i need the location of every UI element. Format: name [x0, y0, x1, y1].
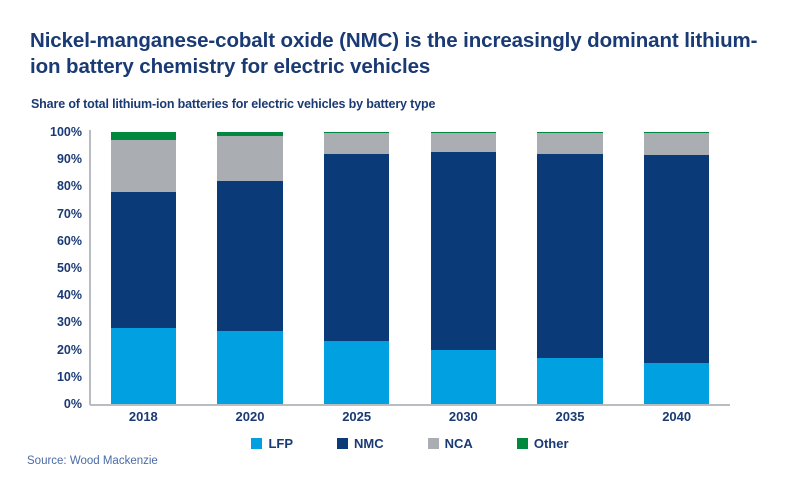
- bar-group-2030: [430, 132, 497, 404]
- chart-legend: LFP NMC NCA Other: [90, 432, 730, 454]
- legend-label: LFP: [268, 435, 294, 451]
- stacked-bar: [643, 132, 710, 404]
- bar-segment-nca-2040[interactable]: [643, 133, 710, 156]
- y-axis-tick-90pct: 90%: [56, 152, 82, 167]
- source-note: Source: Wood Mackenzie: [27, 455, 158, 467]
- y-axis-tick-100pct: 100%: [50, 125, 82, 139]
- y-axis-line: [89, 130, 91, 405]
- bar-segment-nca-2035[interactable]: [537, 133, 603, 154]
- bar-group-2040: [643, 132, 710, 404]
- bar-group-2018: [110, 132, 177, 404]
- bar-segment-other-2018[interactable]: [110, 132, 177, 141]
- bar-segment-other-2040[interactable]: [643, 132, 710, 134]
- x-axis-tick-2025: 2025: [342, 409, 372, 424]
- legend-swatch-nca-icon: [427, 437, 439, 449]
- y-axis-tick-70pct: 70%: [56, 206, 82, 221]
- bar-segment-lfp-2018[interactable]: [110, 327, 177, 404]
- x-axis-line: [90, 404, 730, 406]
- y-axis-tick-10pct: 10%: [56, 369, 82, 384]
- stacked-bar: [430, 132, 497, 404]
- y-axis-tick-40pct: 40%: [56, 288, 82, 303]
- y-axis-tick-0pct: 0%: [63, 397, 82, 411]
- y-axis-tick-30pct: 30%: [56, 315, 82, 330]
- legend-label: NMC: [354, 435, 384, 451]
- bar-group-2025: [323, 132, 390, 404]
- bar-segment-lfp-2035[interactable]: [537, 357, 603, 404]
- legend-swatch-lfp-icon: [251, 437, 263, 449]
- bar-segment-nmc-2035[interactable]: [537, 153, 603, 358]
- bar-segment-lfp-2025[interactable]: [323, 341, 390, 404]
- legend-swatch-other-icon: [516, 437, 528, 449]
- x-axis-tick-2035: 2035: [555, 409, 585, 424]
- y-axis-tick-60pct: 60%: [56, 233, 82, 248]
- bar-segment-lfp-2020[interactable]: [217, 330, 283, 404]
- legend-swatch-nmc-icon: [337, 437, 349, 449]
- legend-label: Other: [533, 435, 569, 451]
- stacked-bar: [537, 132, 603, 404]
- bar-segment-other-2020[interactable]: [217, 132, 283, 137]
- stacked-bar: [323, 132, 390, 404]
- bar-segment-lfp-2040[interactable]: [643, 363, 710, 404]
- y-axis-tick-20pct: 20%: [56, 342, 82, 357]
- x-axis-tick-2040: 2040: [662, 409, 692, 424]
- y-axis-tick-50pct: 50%: [56, 261, 82, 275]
- bar-segment-nca-2030[interactable]: [430, 133, 497, 153]
- bar-segment-other-2025[interactable]: [323, 132, 390, 134]
- bar-segment-nmc-2030[interactable]: [430, 152, 497, 350]
- legend-item-other[interactable]: Other: [516, 435, 569, 451]
- stacked-bar: [110, 132, 177, 404]
- bar-segment-nmc-2025[interactable]: [323, 153, 390, 342]
- chart-title: Nickel-manganese-cobalt oxide (NMC) is t…: [30, 29, 758, 78]
- x-axis-tick-2020: 2020: [235, 409, 265, 424]
- bar-group-2035: [537, 132, 603, 404]
- legend-item-lfp[interactable]: LFP: [251, 437, 293, 450]
- legend-label: NCA: [444, 435, 473, 451]
- bar-segment-other-2030[interactable]: [430, 132, 497, 134]
- bar-segment-other-2035[interactable]: [537, 132, 603, 134]
- bar-segment-nmc-2020[interactable]: [217, 180, 283, 331]
- bar-segment-nca-2018[interactable]: [110, 140, 177, 192]
- bar-segment-nca-2020[interactable]: [217, 136, 283, 181]
- chart-subtitle: Share of total lithium-ion batteries for…: [31, 97, 436, 111]
- x-axis-tick-2018: 2018: [128, 409, 158, 424]
- x-axis-tick-2030: 2030: [448, 409, 478, 424]
- stacked-bar: [217, 132, 283, 404]
- bar-segment-nmc-2040[interactable]: [643, 155, 710, 364]
- bar-segment-lfp-2030[interactable]: [430, 349, 497, 404]
- bar-group-2020: [217, 132, 283, 404]
- legend-item-nca[interactable]: NCA: [427, 435, 473, 451]
- y-axis-tick-80pct: 80%: [56, 179, 82, 194]
- y-axis-tick-labels: 0% 10% 20% 30% 40% 50% 60% 70% 80% 90% 100%: [18, 125, 82, 411]
- bar-segment-nca-2025[interactable]: [323, 133, 390, 154]
- bar-segment-nmc-2018[interactable]: [110, 191, 177, 328]
- plot-area: [90, 132, 730, 404]
- legend-item-nmc[interactable]: NMC: [337, 437, 384, 450]
